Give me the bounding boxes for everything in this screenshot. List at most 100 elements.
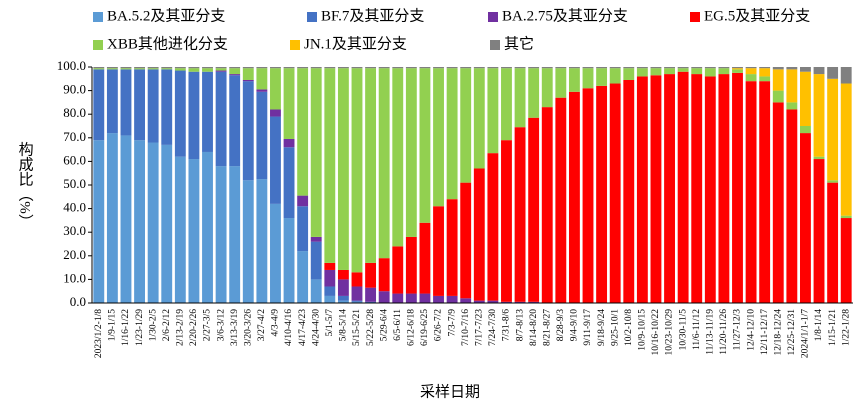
bar-segment	[161, 69, 173, 145]
bar-segment	[405, 293, 417, 303]
bar-segment	[813, 74, 825, 157]
bar-segment	[514, 68, 526, 128]
bar-segment	[433, 67, 444, 69]
bar-segment	[242, 180, 254, 303]
bar-segment	[324, 269, 336, 287]
bar-segment	[134, 140, 145, 303]
x-tick-label: 6/19-6/25	[420, 309, 430, 346]
bar-segment	[161, 68, 173, 70]
bar-segment	[310, 67, 322, 69]
bar-segment	[446, 68, 458, 200]
bar-segment	[215, 71, 227, 167]
bar-segment	[324, 286, 336, 296]
bar-segment	[242, 81, 254, 181]
bar-segment	[147, 67, 159, 69]
y-tick-label: 60.0	[63, 152, 86, 167]
bar-segment	[405, 236, 417, 294]
bar-segment	[202, 71, 213, 152]
bar-segment	[351, 286, 363, 301]
bar-segment	[677, 71, 689, 303]
bar-segment	[664, 74, 675, 303]
bar-segment	[677, 67, 689, 69]
bar-segment	[528, 301, 540, 303]
bar-segment	[256, 91, 268, 180]
bar-segment	[732, 72, 743, 304]
bar-segment	[324, 67, 336, 69]
bar-segment	[568, 67, 580, 69]
bar-segment	[297, 195, 309, 207]
bar-segment	[827, 180, 839, 183]
bar-segment	[405, 67, 417, 69]
bar-segment	[365, 287, 377, 302]
x-tick-label: 3/27-4/2	[257, 309, 267, 341]
bar-segment	[772, 67, 784, 70]
bar-segment	[256, 179, 268, 303]
bar-segment	[378, 68, 390, 259]
bar-segment	[501, 301, 512, 303]
bar-segment	[460, 68, 472, 183]
bar-segment	[460, 182, 472, 299]
bar-segment	[351, 67, 363, 69]
x-tick-label: 10/16-10/22	[651, 309, 661, 356]
bar-segment	[93, 140, 105, 303]
bar-segment	[297, 206, 309, 252]
bar-segment	[568, 68, 580, 92]
bar-segment	[147, 69, 159, 143]
bar-segment	[636, 68, 648, 77]
bar-segment	[351, 300, 363, 302]
bar-segment	[691, 74, 703, 303]
bar-segment	[433, 68, 444, 207]
bar-segment	[813, 67, 825, 75]
x-tick-label: 12/18-12/24	[773, 309, 783, 356]
bar-segment	[555, 97, 567, 304]
bar-segment	[623, 68, 635, 80]
bar-segment	[270, 109, 281, 117]
bar-segment	[215, 70, 227, 72]
bar-segment	[528, 68, 540, 118]
x-tick-label: 2/13-2/19	[176, 309, 186, 346]
x-tick-label: 7/17-7/23	[474, 309, 484, 346]
x-tick-label: 8/14-8/20	[529, 309, 539, 346]
x-tick-label: 8/28-9/3	[556, 309, 566, 341]
bar-segment	[242, 68, 254, 80]
legend-swatch	[93, 12, 103, 22]
bar-segment	[283, 68, 295, 139]
x-tick-label: 1/30-2/5	[148, 309, 158, 341]
bar-segment	[365, 301, 377, 303]
bar-segment	[256, 67, 268, 69]
bar-segment	[120, 69, 132, 136]
y-tick-label: 80.0	[63, 105, 86, 120]
bar-segment	[514, 127, 526, 302]
bar-segment	[351, 301, 363, 303]
bar-segment	[337, 68, 349, 270]
bar-segment	[609, 83, 621, 304]
bar-segment	[555, 67, 567, 69]
legend-swatch	[307, 12, 317, 22]
y-tick-label: 50.0	[63, 176, 86, 191]
bar-segment	[242, 67, 254, 69]
bar-segment	[596, 67, 608, 69]
bar-segment	[745, 68, 757, 75]
y-tick-label: 70.0	[63, 129, 86, 144]
bar-segment	[337, 269, 349, 280]
x-tick-label: 11/20-11/26	[719, 309, 729, 355]
bar-segment	[501, 68, 512, 141]
bar-segment	[677, 68, 689, 72]
bar-segment	[256, 68, 268, 90]
bar-segment	[745, 81, 757, 303]
bar-segment	[813, 156, 825, 160]
bar-segment	[827, 182, 839, 303]
x-tick-label: 10/2-10/8	[624, 309, 634, 346]
bar-segment	[419, 293, 431, 303]
x-tick-label: 6/5-6/11	[393, 309, 403, 341]
bar-segment	[650, 75, 662, 303]
x-tick-label: 8/21-8/27	[542, 309, 552, 346]
bar-segment	[106, 133, 118, 303]
bar-segment	[106, 68, 118, 70]
bar-segment	[202, 68, 213, 72]
legend-swatch	[488, 12, 498, 22]
bar-segment	[392, 246, 404, 294]
bar-segment	[800, 133, 811, 303]
x-tick-label: 2024/1/1-1/7	[801, 309, 811, 358]
bar-segment	[759, 68, 771, 77]
